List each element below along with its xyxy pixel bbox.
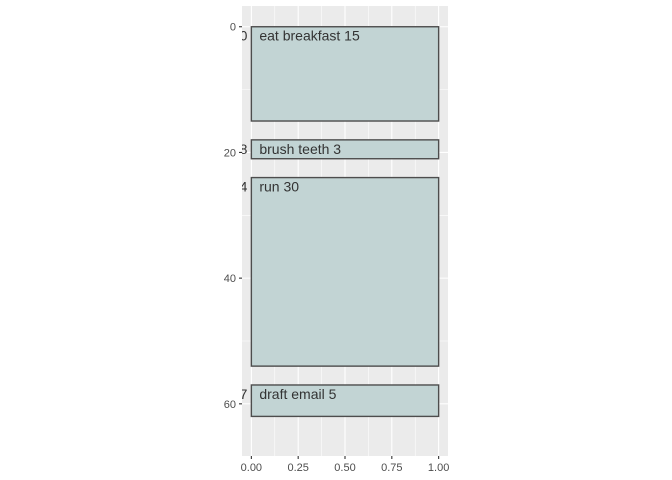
task-start-label: 0 <box>240 28 248 44</box>
task-bar <box>250 384 440 418</box>
task-start-label: 18 <box>232 141 248 157</box>
task-label: draft email 5 <box>259 386 336 402</box>
y-tick-label: 20 <box>224 147 236 159</box>
task-bar <box>250 176 440 367</box>
task-label: eat breakfast 15 <box>259 28 360 44</box>
task-label: run 30 <box>259 179 299 195</box>
task-bar <box>250 26 440 122</box>
task-label: brush teeth 3 <box>259 141 341 157</box>
start-labels: 0 18 24 57 <box>232 28 248 402</box>
task-bars <box>250 26 440 418</box>
task-start-label: 57 <box>232 386 248 402</box>
x-tick-label: 0.50 <box>334 462 355 474</box>
x-tick-label: 0.25 <box>287 462 308 474</box>
task-bar <box>250 139 440 160</box>
y-tick-label: 60 <box>224 399 236 411</box>
task-labels: eat breakfast 15 brush teeth 3 run 30 draft… <box>259 28 360 402</box>
y-axis: 0 20 40 60 <box>224 22 242 411</box>
y-tick-label: 0 <box>230 22 236 34</box>
x-tick-label: 0.00 <box>241 462 262 474</box>
x-tick-label: 0.75 <box>381 462 402 474</box>
x-axis: 0.00 0.25 0.50 0.75 1.00 <box>241 456 449 474</box>
x-tick-label: 1.00 <box>428 462 449 474</box>
task-start-label: 24 <box>232 179 248 195</box>
y-tick-label: 40 <box>224 273 236 285</box>
